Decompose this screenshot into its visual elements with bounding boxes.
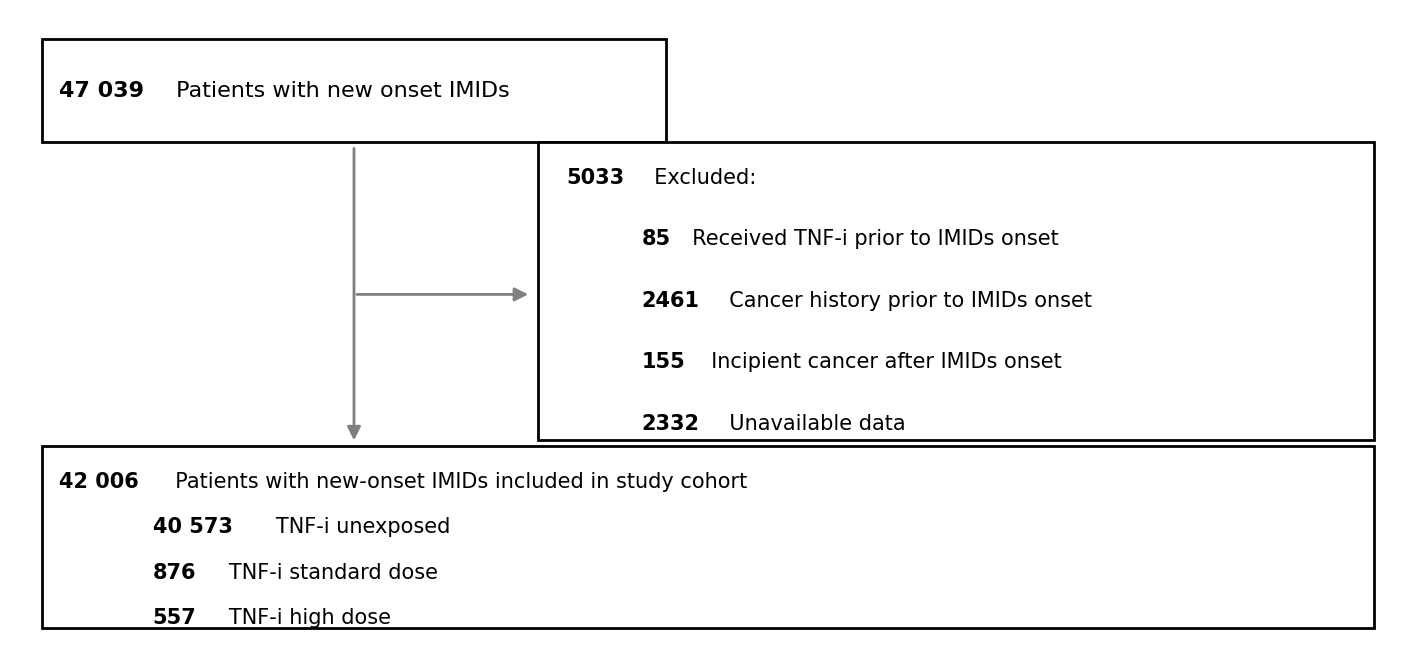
Text: TNF-i unexposed: TNF-i unexposed [256,518,450,537]
Text: 40 573: 40 573 [153,518,232,537]
Text: 2461: 2461 [641,291,700,311]
Text: Incipient cancer after IMIDs onset: Incipient cancer after IMIDs onset [698,353,1062,372]
FancyBboxPatch shape [42,39,666,142]
Text: 557: 557 [153,608,197,628]
Text: TNF-i high dose: TNF-i high dose [210,608,391,628]
Text: Received TNF-i prior to IMIDs onset: Received TNF-i prior to IMIDs onset [680,230,1059,249]
FancyBboxPatch shape [538,142,1374,440]
Text: Excluded:: Excluded: [641,168,756,188]
Text: 876: 876 [153,563,197,582]
Text: 2332: 2332 [641,414,700,433]
Text: 85: 85 [641,230,671,249]
FancyBboxPatch shape [42,446,1374,628]
Text: Cancer history prior to IMIDs onset: Cancer history prior to IMIDs onset [716,291,1092,311]
Text: 155: 155 [641,353,685,372]
Text: 47 039: 47 039 [59,81,144,100]
Text: Patients with new-onset IMIDs included in study cohort: Patients with new-onset IMIDs included i… [163,472,748,492]
Text: TNF-i standard dose: TNF-i standard dose [208,563,438,582]
Text: 5033: 5033 [566,168,624,188]
Text: Patients with new onset IMIDs: Patients with new onset IMIDs [169,81,510,100]
Text: 42 006: 42 006 [59,472,139,492]
Text: Unavailable data: Unavailable data [716,414,906,433]
